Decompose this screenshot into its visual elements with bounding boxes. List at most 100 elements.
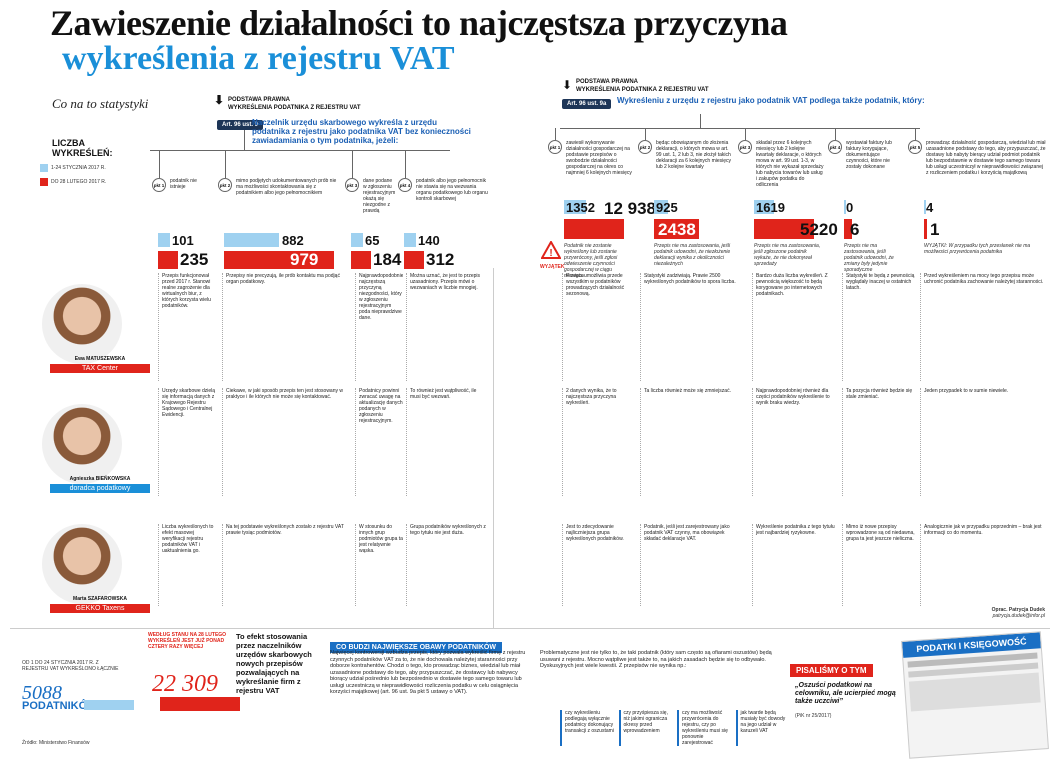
expert-name: Agnieszka BIEŃKOWSKA xyxy=(69,476,131,482)
comment-cell: Przepis funkcjonował przed 2017 r. Stano… xyxy=(158,273,218,381)
feb-number: 22 309 xyxy=(152,671,218,697)
newspaper-image xyxy=(908,672,1041,712)
comment-cell: Statystyki te będą z pewnością wyglądały… xyxy=(842,273,916,381)
expert-photo xyxy=(42,284,122,364)
value-feb: 2438 xyxy=(658,220,696,239)
source-text: Źródło: Ministerstwo Finansów xyxy=(22,740,90,746)
question-item: czy przyśpiesza się, niż jakimi ogranicz… xyxy=(618,710,674,746)
bar-jan xyxy=(844,200,846,214)
left-legal-basis: ⬇ PODSTAWA PRAWNA WYKREŚLENIA PODATNIKA … xyxy=(214,93,374,112)
point-text: wystawiał faktury lub faktury korygujące… xyxy=(846,140,892,170)
period-unit: PODATNIKÓW xyxy=(22,700,98,712)
count-label: LICZBA WYKREŚLEŃ: xyxy=(52,138,113,158)
value-jan: 882 xyxy=(282,233,304,248)
value-jan: 140 xyxy=(418,233,440,248)
bar-jan xyxy=(404,233,416,247)
value-feb: 5220 xyxy=(800,220,838,239)
left-description: Naczelnik urzędu skarbowego wykreśla z u… xyxy=(252,118,471,145)
wrote-quote: „Oszuści podatkowi na celowniku, ale uci… xyxy=(795,682,896,705)
expert-photo xyxy=(42,524,122,604)
comment-cell: Przepisy nie precyzują, ile prób kontakt… xyxy=(222,273,350,381)
expert-name: Marta SZAFAROWSKA xyxy=(73,596,127,602)
tree-branch xyxy=(159,150,160,178)
bar-feb xyxy=(404,251,424,269)
comment-cell: Na tej podstawie wykreślonych zostało z … xyxy=(222,524,350,606)
author-email: patrycja.dudek@infor.pl xyxy=(992,613,1045,619)
page-title-line1: Zawieszenie działalności to najczęstsza … xyxy=(50,3,788,43)
comment-cell: Mimo iż nowe przepisy wprowadzone są od … xyxy=(842,524,916,606)
legal-basis-label-right: PODSTAWA PRAWNA xyxy=(576,79,639,85)
question-item: czy ma możliwość przywrócenia do rejestr… xyxy=(677,710,732,746)
article-badge-right: Art. 96 ust. 9a xyxy=(562,99,612,109)
expert-name: Ewa MATUSZEWSKA xyxy=(74,356,126,362)
point-badge: pkt 1 xyxy=(548,140,562,154)
author-name: Oprac. Patrycja Dudek xyxy=(991,607,1045,613)
period-number: 5088 xyxy=(22,682,62,704)
bar-jan xyxy=(158,233,170,247)
comment-cell: Przed wykreśleniem na mocy tego przepisu… xyxy=(920,273,1046,381)
column-divider xyxy=(493,268,494,628)
newspaper-thumbnail[interactable]: PODATKI I KSIĘGOWOŚĆ xyxy=(901,631,1049,759)
point-text: prowadząc działalność gospodarczą, wiedz… xyxy=(926,140,1046,176)
comment-cell: 2 danych wynika, że to najczęstsza przyc… xyxy=(562,388,636,496)
comment-cell: Można uznać, że jest to przepis uzasadni… xyxy=(406,273,488,381)
comment-cell: Wykreślenie podatnika z tego tytułu jest… xyxy=(752,524,838,606)
tree-branch xyxy=(915,128,916,140)
feb-bar xyxy=(160,697,240,711)
point-note: Podatnik nie zostanie wykreślony lub zos… xyxy=(564,243,618,279)
tree-branch xyxy=(352,150,353,178)
point-badge: pkt 1 xyxy=(152,178,166,192)
point-text: mimo podjętych udokumentowanych prób nie… xyxy=(236,178,337,196)
point-text: składał przez 6 kolejnych miesięcy lub 2… xyxy=(756,140,824,188)
bar-jan xyxy=(224,233,279,247)
arrow-down-icon: ⬇ xyxy=(562,78,573,92)
effect-text: To efekt stosowania przez naczelników ur… xyxy=(236,632,312,695)
point-badge: pkt 3 xyxy=(738,140,752,154)
value-feb: 1 xyxy=(930,220,940,239)
comment-cell: Podatnik, jeśli jest zarejestrowany jako… xyxy=(640,524,740,606)
bar-jan xyxy=(351,233,363,247)
value-feb: 6 xyxy=(850,220,860,239)
point-badge: pkt 3 xyxy=(345,178,359,192)
legal-basis-text: WYKREŚLENIA PODATNIKA Z REJESTRU VAT xyxy=(228,105,361,111)
value-feb: 979 xyxy=(290,250,319,269)
arrow-down-icon: ⬇ xyxy=(214,93,225,107)
comment-cell: Jeden przypadek to w sumie niewiele. xyxy=(920,388,1046,496)
value-jan: 101 xyxy=(172,233,194,248)
legal-basis-text-right: WYKREŚLENIA PODATNIKA Z REJESTRU VAT xyxy=(576,87,709,93)
comment-cell: Analogicznie jak w przypadku poprzednim … xyxy=(920,524,1046,606)
subheading: Co na to statystyki xyxy=(52,96,149,111)
bar-jan xyxy=(654,200,668,214)
comment-cell: Urzędy skarbowe dzielą się informacją da… xyxy=(158,388,218,496)
expert-role: GEKKO Taxens xyxy=(50,604,150,613)
tree-line-left-stem xyxy=(244,130,245,150)
legend: 1-24 STYCZNIA 2017 R. DO 28 LUTEGO 2017 … xyxy=(40,164,110,186)
page-title-line2: wykreślenia z rejestru VAT xyxy=(62,40,455,77)
bar-feb xyxy=(754,219,814,239)
bar-feb xyxy=(224,251,334,269)
bar-jan xyxy=(564,200,586,214)
exceptions-label: WYJĄTEK xyxy=(540,264,565,270)
right-legal-basis: ⬇ PODSTAWA PRAWNA WYKREŚLENIA PODATNIKA … xyxy=(562,78,762,94)
tree-branch xyxy=(835,128,836,140)
tree-branch xyxy=(645,128,646,140)
value-feb: 184 xyxy=(373,250,402,269)
value-jan: 65 xyxy=(365,233,380,248)
value-feb: 12 938 xyxy=(604,199,656,218)
point-badge: pkt 5 xyxy=(908,140,922,154)
comment-cell: Ta pozycja również będzie się stale zmie… xyxy=(842,388,916,496)
tree-branch xyxy=(405,150,406,178)
legend-item: 1-24 STYCZNIA 2017 R. xyxy=(40,164,110,172)
comment-cell: Ta liczba również może się zmniejszać. xyxy=(640,388,740,496)
legend-label-jan: 1-24 STYCZNIA 2017 R. xyxy=(51,165,106,171)
expert-photo xyxy=(42,404,122,484)
comment-cell: Podatnicy powinni zwracać uwagę na aktua… xyxy=(355,388,403,496)
comment-cell: Statystyki zadziwiają. Prawie 2500 wykre… xyxy=(640,273,740,381)
value-jan: 0 xyxy=(846,200,854,215)
point-note: WYJĄTKI: W przypadku tych przesłanek nie… xyxy=(924,243,1031,255)
bar-feb xyxy=(564,219,624,239)
comment-cell: Jest to zdecydowanie najliczniejsza grup… xyxy=(562,524,636,606)
bar-jan xyxy=(924,200,926,214)
bar-feb xyxy=(654,219,699,239)
legend-label-feb: DO 28 LUTEGO 2017 R. xyxy=(51,179,107,185)
